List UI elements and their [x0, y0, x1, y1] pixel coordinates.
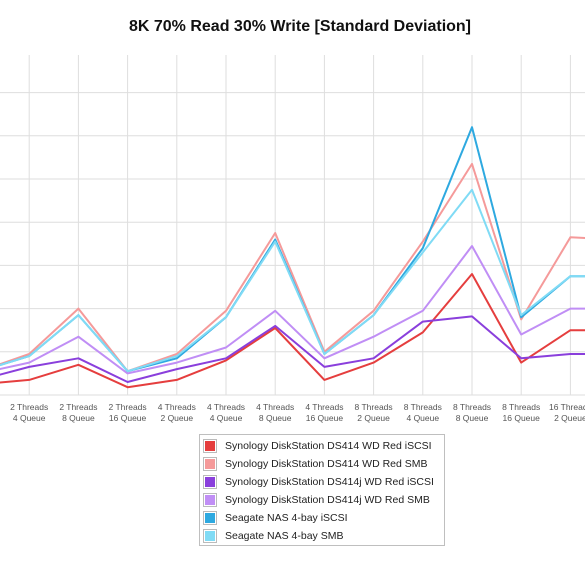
legend-swatch	[203, 457, 217, 471]
legend-swatch	[203, 475, 217, 489]
x-tick-label: 8 Threads 4 Queue	[404, 402, 442, 423]
legend-swatch	[203, 439, 217, 453]
legend-item: Synology DiskStation DS414 WD Red iSCSI	[203, 437, 444, 455]
legend-item: Synology DiskStation DS414j WD Red iSCSI	[203, 473, 444, 491]
x-tick-label: 4 Threads 16 Queue	[305, 402, 343, 423]
x-tick-label: 8 Threads 16 Queue	[502, 402, 540, 423]
x-tick-label: 4 Threads 4 Queue	[207, 402, 245, 423]
legend-swatch	[203, 493, 217, 507]
x-tick-label: 8 Threads 8 Queue	[453, 402, 491, 423]
series-lines	[0, 126, 585, 389]
x-tick-label: 2 Threads 4 Queue	[10, 402, 48, 423]
x-tick-label: 2 Threads 16 Queue	[109, 402, 147, 423]
x-tick-label: 8 Threads 2 Queue	[355, 402, 393, 423]
x-tick-label: 4 Threads 8 Queue	[256, 402, 294, 423]
legend-swatch	[203, 529, 217, 543]
x-tick-label: 4 Threads 2 Queue	[158, 402, 196, 423]
legend-swatch	[203, 511, 217, 525]
series-line	[0, 188, 585, 373]
series-line	[0, 273, 585, 389]
legend-item: Synology DiskStation DS414 WD Red SMB	[203, 455, 444, 473]
series-line	[0, 315, 585, 383]
chart-legend: Synology DiskStation DS414 WD Red iSCSI S…	[199, 434, 445, 546]
series-line	[0, 126, 585, 373]
legend-label: Seagate NAS 4-bay iSCSI	[225, 512, 348, 524]
legend-label: Seagate NAS 4-bay SMB	[225, 530, 344, 542]
legend-label: Synology DiskStation DS414 WD Red SMB	[225, 458, 428, 470]
legend-label: Synology DiskStation DS414j WD Red iSCSI	[225, 476, 434, 488]
legend-item: Seagate NAS 4-bay iSCSI	[203, 509, 444, 527]
legend-label: Synology DiskStation DS414 WD Red iSCSI	[225, 440, 432, 452]
series-line	[0, 245, 585, 375]
legend-item: Seagate NAS 4-bay SMB	[203, 527, 444, 545]
legend-item: Synology DiskStation DS414j WD Red SMB	[203, 491, 444, 509]
x-tick-label: 2 Threads 8 Queue	[59, 402, 97, 423]
legend-label: Synology DiskStation DS414j WD Red SMB	[225, 494, 430, 506]
chart-grid	[0, 55, 585, 396]
chart-title: 8K 70% Read 30% Write [Standard Deviatio…	[128, 18, 472, 35]
